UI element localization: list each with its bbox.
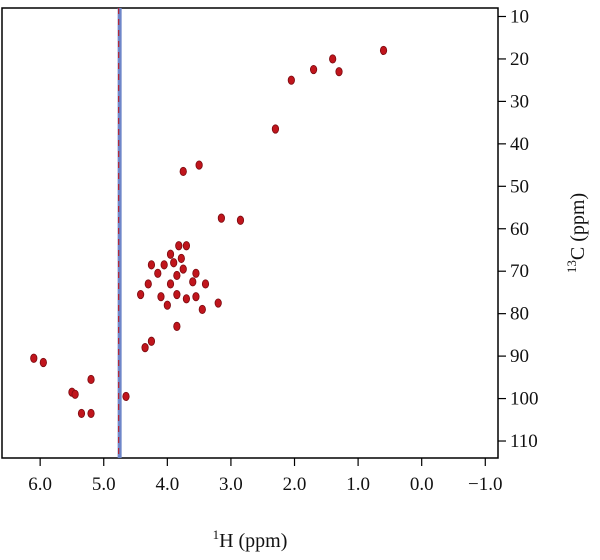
y-tick-label: 70 <box>510 261 529 282</box>
peak-point <box>271 124 280 134</box>
peak-point <box>154 268 162 278</box>
y-tick-label: 20 <box>510 49 529 70</box>
peak-point <box>214 298 222 308</box>
peak-point <box>198 304 206 315</box>
x-tick-label: 1.0 <box>346 474 370 495</box>
y-tick-label: 80 <box>510 304 529 325</box>
peak-point <box>87 408 95 419</box>
peak-point <box>217 213 225 223</box>
peak-point <box>160 260 168 270</box>
y-tick-label: 50 <box>510 176 529 197</box>
x-tick-label: 3.0 <box>219 474 243 495</box>
peak-point <box>166 249 175 259</box>
y-tick-label: 110 <box>510 431 538 452</box>
x-axis-title-superscript: 1 <box>213 527 220 542</box>
y-tick-label: 40 <box>510 134 529 155</box>
x-axis-title: 1H (ppm) <box>213 527 288 552</box>
x-tick-label: 5.0 <box>92 474 116 495</box>
x-tick-label: 2.0 <box>283 474 307 495</box>
peak-point <box>195 160 203 170</box>
y-axis-title-text: C (ppm) <box>567 193 589 260</box>
y-tick-label: 10 <box>510 6 529 27</box>
peak-point <box>379 45 388 56</box>
plot-frame <box>1 7 499 459</box>
y-tick-label: 30 <box>510 91 529 112</box>
y-tick-label: 100 <box>510 389 539 410</box>
peak-point <box>173 270 181 281</box>
y-axis-title: 13C (ppm) <box>564 193 589 273</box>
peak-point <box>329 54 337 64</box>
x-tick-label: 6.0 <box>28 474 52 495</box>
peak-point <box>147 336 156 346</box>
peak-point <box>192 292 200 302</box>
peak-point <box>175 241 183 251</box>
y-tick-label: 60 <box>510 219 529 240</box>
x-axis: 6.0 5.0 4.0 3.0 2.0 1.0 0.0 −1.0 <box>28 458 503 495</box>
peak-point <box>137 289 145 300</box>
x-tick-label: 4.0 <box>155 474 179 495</box>
peak-point <box>287 75 295 85</box>
peak-point <box>87 374 95 385</box>
y-axis: 10 20 30 40 50 60 70 80 90 100 110 <box>498 6 539 452</box>
peak-point <box>179 166 187 177</box>
peak-point <box>166 279 175 289</box>
peak-point <box>71 389 79 399</box>
solvent-line-layer <box>117 8 122 458</box>
peak-point <box>192 268 200 278</box>
peak-layer <box>30 45 388 419</box>
peak-point <box>77 408 86 419</box>
x-tick-label: −1.0 <box>468 474 502 495</box>
peak-point <box>309 64 318 75</box>
peak-point <box>39 357 47 368</box>
peak-point <box>173 321 181 331</box>
peak-point <box>122 391 130 402</box>
peak-point <box>170 258 178 268</box>
peak-point <box>189 277 197 287</box>
peak-point <box>147 260 156 270</box>
peak-point <box>182 294 191 304</box>
peak-point <box>163 300 171 310</box>
peak-point <box>141 343 149 353</box>
peak-point <box>173 289 181 300</box>
x-axis-title-text: H (ppm) <box>219 530 287 552</box>
peak-point <box>236 215 245 225</box>
peak-point <box>144 279 152 289</box>
peak-point <box>201 279 210 289</box>
y-axis-title-superscript: 13 <box>564 260 579 273</box>
peak-point <box>30 353 38 363</box>
peak-point <box>179 264 187 274</box>
x-tick-label: 0.0 <box>410 474 434 495</box>
peak-point <box>177 253 185 264</box>
peak-point <box>157 292 165 302</box>
y-tick-label: 90 <box>510 346 529 367</box>
peak-point <box>335 67 343 77</box>
peak-point <box>182 241 191 251</box>
